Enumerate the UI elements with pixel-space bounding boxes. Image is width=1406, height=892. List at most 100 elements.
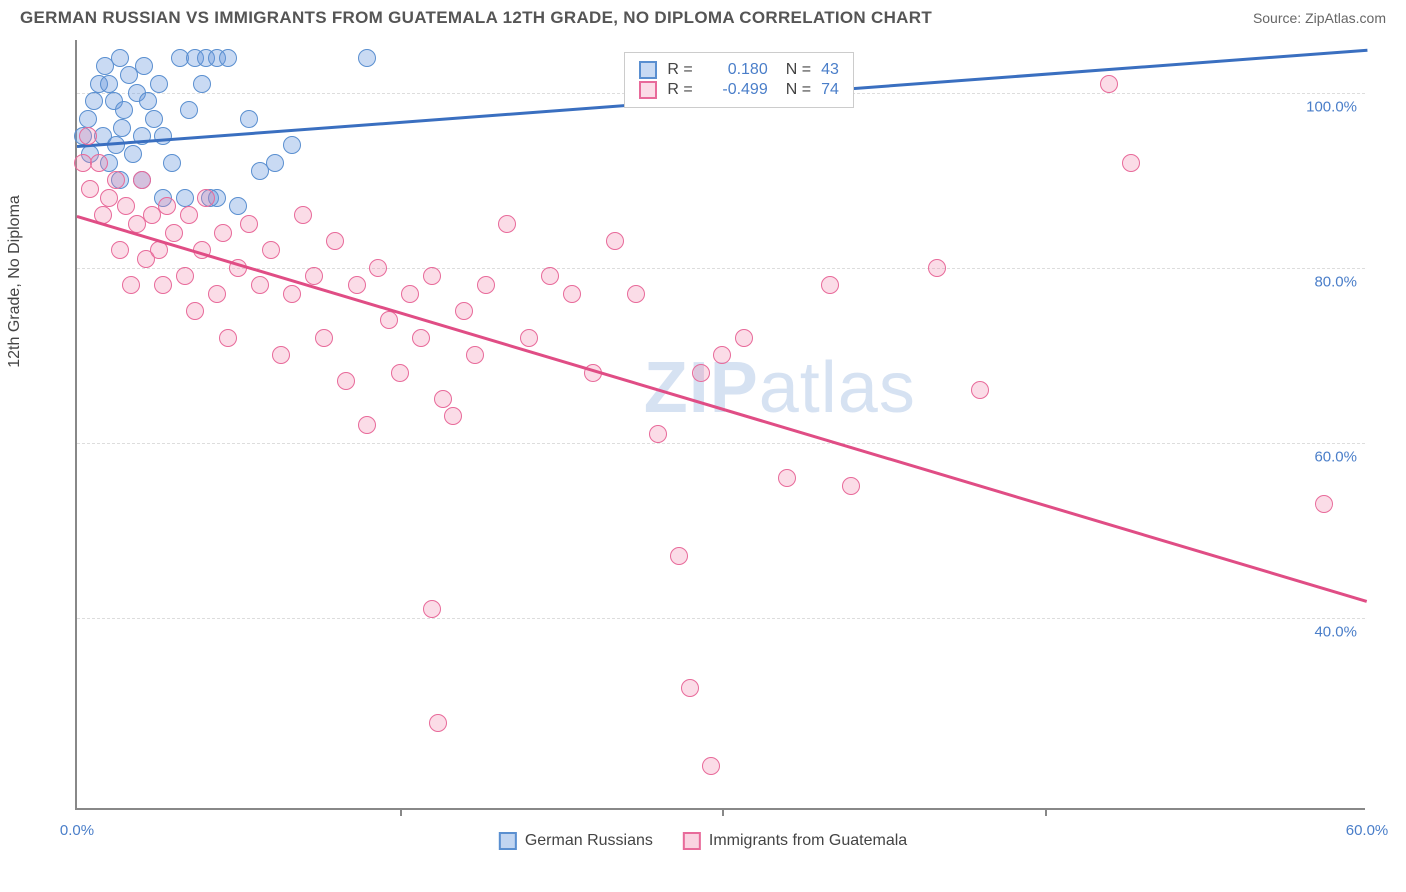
data-point — [283, 285, 301, 303]
data-point — [606, 232, 624, 250]
data-point — [176, 189, 194, 207]
data-point — [692, 364, 710, 382]
data-point — [305, 267, 323, 285]
data-point — [176, 267, 194, 285]
grid-line-h — [77, 443, 1365, 444]
legend-row: R =-0.499N =74 — [639, 81, 838, 99]
data-point — [1122, 154, 1140, 172]
data-point — [150, 75, 168, 93]
n-label: N = — [786, 61, 811, 79]
data-point — [735, 329, 753, 347]
y-tick-label: 80.0% — [1314, 273, 1357, 290]
data-point — [455, 302, 473, 320]
legend-bottom: German Russians Immigrants from Guatemal… — [499, 832, 907, 850]
y-tick-label: 40.0% — [1314, 623, 1357, 640]
data-point — [158, 197, 176, 215]
swatch-icon — [639, 81, 657, 99]
data-point — [81, 180, 99, 198]
data-point — [180, 101, 198, 119]
data-point — [163, 154, 181, 172]
swatch-icon — [499, 832, 517, 850]
data-point — [412, 329, 430, 347]
swatch-icon — [639, 61, 657, 79]
data-point — [541, 267, 559, 285]
data-point — [294, 206, 312, 224]
data-point — [713, 346, 731, 364]
data-point — [115, 101, 133, 119]
data-point — [401, 285, 419, 303]
data-point — [122, 276, 140, 294]
data-point — [380, 311, 398, 329]
data-point — [315, 329, 333, 347]
chart-header: GERMAN RUSSIAN VS IMMIGRANTS FROM GUATEM… — [0, 0, 1406, 40]
data-point — [423, 600, 441, 618]
x-tick-mark — [722, 808, 724, 816]
data-point — [111, 49, 129, 67]
data-point — [139, 92, 157, 110]
data-point — [563, 285, 581, 303]
data-point — [79, 127, 97, 145]
n-label: N = — [786, 81, 811, 99]
y-tick-label: 100.0% — [1306, 98, 1357, 115]
data-point — [154, 276, 172, 294]
legend-label: Immigrants from Guatemala — [709, 832, 907, 850]
grid-line-h — [77, 618, 1365, 619]
data-point — [337, 372, 355, 390]
data-point — [100, 75, 118, 93]
r-label: R = — [667, 61, 692, 79]
data-point — [971, 381, 989, 399]
data-point — [283, 136, 301, 154]
data-point — [928, 259, 946, 277]
data-point — [348, 276, 366, 294]
y-tick-label: 60.0% — [1314, 448, 1357, 465]
data-point — [326, 232, 344, 250]
watermark: ZIPatlas — [644, 347, 916, 429]
data-point — [193, 75, 211, 93]
grid-line-h — [77, 268, 1365, 269]
data-point — [778, 469, 796, 487]
regression-line — [77, 215, 1368, 602]
data-point — [1100, 75, 1118, 93]
x-tick-mark — [400, 808, 402, 816]
data-point — [272, 346, 290, 364]
data-point — [358, 416, 376, 434]
chart-title: GERMAN RUSSIAN VS IMMIGRANTS FROM GUATEM… — [20, 8, 932, 28]
data-point — [186, 302, 204, 320]
data-point — [219, 49, 237, 67]
data-point — [124, 145, 142, 163]
data-point — [208, 285, 226, 303]
plot-region: ZIPatlas 40.0%60.0%80.0%100.0%0.0%60.0%R… — [75, 40, 1365, 810]
n-value: 74 — [821, 81, 839, 99]
data-point — [219, 329, 237, 347]
r-value: -0.499 — [703, 81, 768, 99]
r-value: 0.180 — [703, 61, 768, 79]
data-point — [240, 110, 258, 128]
data-point — [262, 241, 280, 259]
data-point — [702, 757, 720, 775]
data-point — [369, 259, 387, 277]
legend-item-german-russians: German Russians — [499, 832, 653, 850]
data-point — [165, 224, 183, 242]
data-point — [229, 197, 247, 215]
data-point — [1315, 495, 1333, 513]
data-point — [466, 346, 484, 364]
n-value: 43 — [821, 61, 839, 79]
data-point — [197, 189, 215, 207]
data-point — [135, 57, 153, 75]
y-axis-label: 12th Grade, No Diploma — [6, 195, 24, 368]
legend-correlation: R =0.180N =43R =-0.499N =74 — [624, 52, 853, 108]
data-point — [133, 171, 151, 189]
data-point — [90, 154, 108, 172]
data-point — [429, 714, 447, 732]
swatch-icon — [683, 832, 701, 850]
data-point — [444, 407, 462, 425]
data-point — [107, 171, 125, 189]
data-point — [111, 241, 129, 259]
data-point — [627, 285, 645, 303]
chart-area: 12th Grade, No Diploma ZIPatlas 40.0%60.… — [20, 40, 1386, 850]
data-point — [154, 127, 172, 145]
data-point — [100, 189, 118, 207]
data-point — [477, 276, 495, 294]
data-point — [434, 390, 452, 408]
x-tick-label: 0.0% — [60, 822, 94, 839]
